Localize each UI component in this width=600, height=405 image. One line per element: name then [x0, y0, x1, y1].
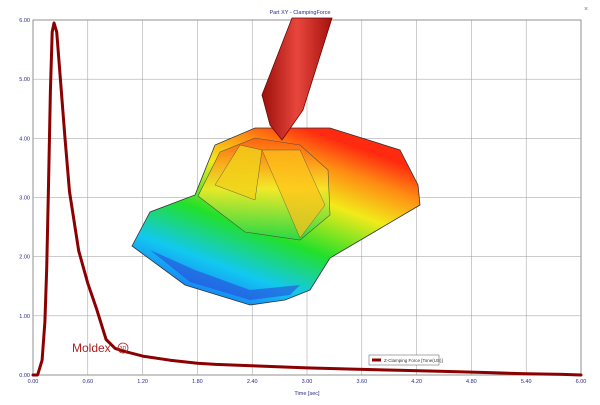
x-tick-label: 2.40: [247, 379, 258, 385]
moldex-logo-mark: 3D: [120, 346, 127, 352]
x-tick-label: 4.20: [411, 379, 422, 385]
x-tick-label: 0.60: [82, 379, 93, 385]
y-tick-label: 2.00: [19, 255, 30, 261]
x-tick-label: 4.80: [466, 379, 477, 385]
x-tick-label: 1.20: [137, 379, 148, 385]
x-tick-label: 6.00: [576, 379, 587, 385]
y-tick-label: 5.00: [19, 77, 30, 83]
x-tick-label: 0.00: [28, 379, 39, 385]
moldex-logo-text: Moldex: [72, 341, 111, 355]
x-tick-label: 5.40: [521, 379, 532, 385]
injection-nozzle: [261, 17, 333, 141]
y-tick-label: 1.00: [19, 314, 30, 320]
x-tick-label: 3.00: [302, 379, 313, 385]
y-axis-ticks: 0.00 1.00 2.00 3.00 4.00 5.00 6.00: [19, 18, 30, 379]
y-tick-label: 4.00: [19, 136, 30, 142]
legend: Z-Clamping Force [Tone(US)]: [368, 354, 443, 366]
window-title: Part XY - ClampingForce: [269, 10, 330, 16]
moldex-logo-mark-icon: [117, 342, 129, 354]
mold-part-base: [150, 250, 300, 300]
legend-box: [368, 354, 440, 366]
x-tick-label: 3.60: [356, 379, 367, 385]
x-tick-label: 1.80: [192, 379, 203, 385]
x-axis-ticks: 0.00 0.60 1.20 1.80 2.40 3.00 3.60 4.20 4.80 5.40…: [28, 379, 587, 385]
moldex-logo: Moldex 3D: [72, 341, 129, 355]
series-line-z-clamping-force: [31, 21, 583, 377]
y-tick-label: 0.00: [19, 373, 30, 379]
y-tick-label: 3.00: [19, 196, 30, 202]
mold-part-rib-right: [261, 149, 326, 239]
legend-label: Z-Clamping Force [Tone(US)]: [384, 358, 443, 363]
x-axis-label: Time [sec]: [294, 391, 320, 397]
y-tick-label: 6.00: [19, 18, 30, 24]
series-line-group: [31, 21, 583, 377]
mold-part-illustration: [131, 127, 421, 306]
close-icon[interactable]: ×: [584, 6, 588, 13]
injection-nozzle-illustration: [261, 17, 333, 141]
legend-swatch: [372, 358, 381, 362]
